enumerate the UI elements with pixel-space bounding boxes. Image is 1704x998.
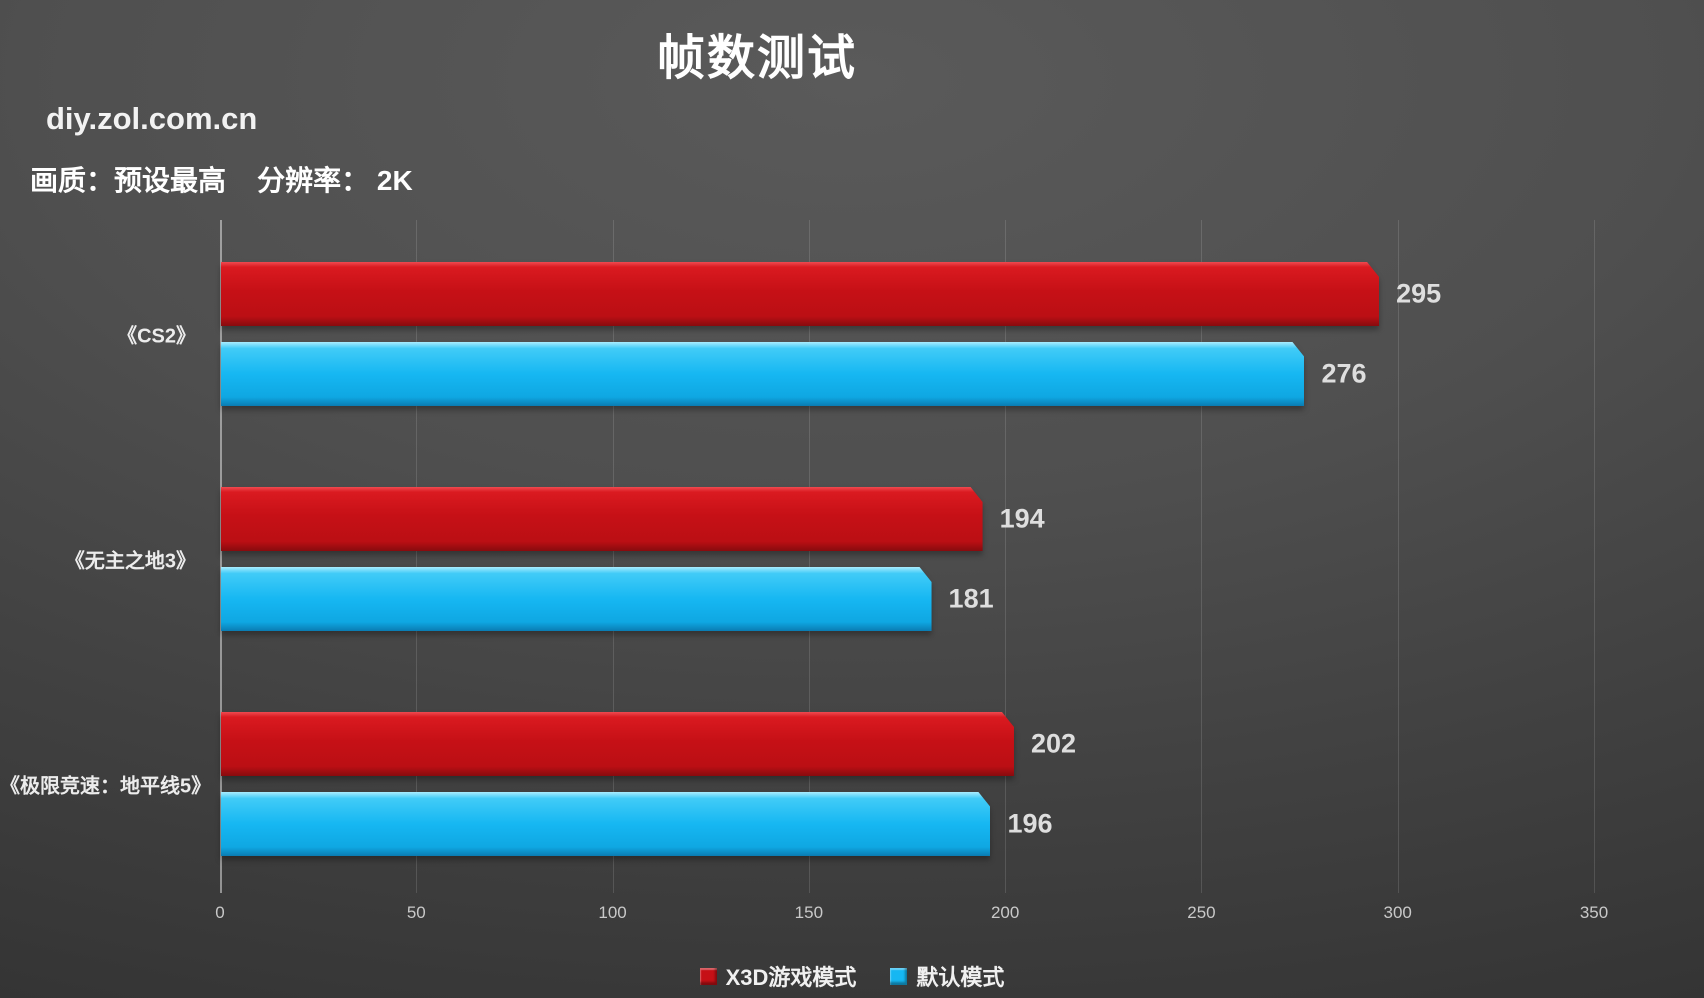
bar-face: [221, 712, 1014, 776]
legend-item-default: 默认模式: [890, 960, 1004, 992]
x-tick-label-350: 350: [1579, 903, 1609, 922]
gridline-x-300: [1397, 220, 1399, 893]
y-axis-line: [220, 220, 222, 893]
legend: X3D游戏模式 默认模式: [0, 960, 1704, 992]
x-tick-label-150: 150: [794, 903, 824, 922]
gridline-x-100: [612, 220, 614, 893]
bar-face: [221, 262, 1379, 326]
bar-value-label: 196: [1007, 808, 1053, 839]
bar-face: [221, 792, 990, 856]
legend-swatch-icon: [890, 967, 908, 985]
legend-label: 默认模式: [916, 965, 1005, 990]
bar-value-label: 194: [999, 503, 1045, 534]
chart-title: 帧数测试: [656, 32, 858, 85]
bar-x3d-2: [221, 712, 1014, 776]
x-tick-label-250: 250: [1187, 903, 1216, 922]
gridline-x-50: [416, 220, 418, 893]
category-label-2: 《极限竞速：地平线5》: [0, 775, 212, 798]
legend-swatch-icon: [699, 967, 717, 985]
gridline-x-350: [1594, 220, 1595, 893]
bar-value-label: 181: [948, 583, 994, 614]
bar-x3d-1: [221, 487, 983, 551]
bar-default-1: [221, 567, 932, 631]
bar-value-label: 202: [1030, 728, 1077, 759]
legend-item-x3d: X3D游戏模式: [699, 960, 857, 992]
gridline-x-200: [1005, 220, 1007, 893]
category-label-1: 《无主之地3》: [64, 550, 196, 573]
x-tick-label-0: 0: [215, 903, 225, 922]
gridline-x-150: [808, 220, 810, 893]
bar-default-0: [221, 342, 1304, 406]
bar-default-2: [221, 792, 990, 856]
gridline-x-250: [1201, 220, 1203, 893]
x-tick-label-300: 300: [1383, 903, 1412, 922]
x-tick-label-50: 50: [406, 903, 426, 922]
bar-value-label: 276: [1321, 358, 1367, 389]
watermark-source: diy.zol.com.cn: [46, 101, 258, 136]
settings-subtitle: 画质：预设最高 分辨率： 2K: [30, 165, 413, 196]
bar-x3d-0: [221, 262, 1379, 326]
x-tick-label-100: 100: [598, 903, 627, 922]
bar-face: [221, 342, 1304, 406]
category-label-0: 《CS2》: [117, 325, 196, 348]
plot-area: 0 50 100 150 200 250 300 350 295 276 194 181 202 196: [215, 220, 1608, 940]
x-tick-label-200: 200: [990, 903, 1020, 922]
bar-value-label: 295: [1396, 278, 1442, 309]
legend-label: X3D游戏模式: [725, 965, 857, 990]
bar-face: [221, 487, 983, 551]
bar-face: [221, 567, 932, 631]
